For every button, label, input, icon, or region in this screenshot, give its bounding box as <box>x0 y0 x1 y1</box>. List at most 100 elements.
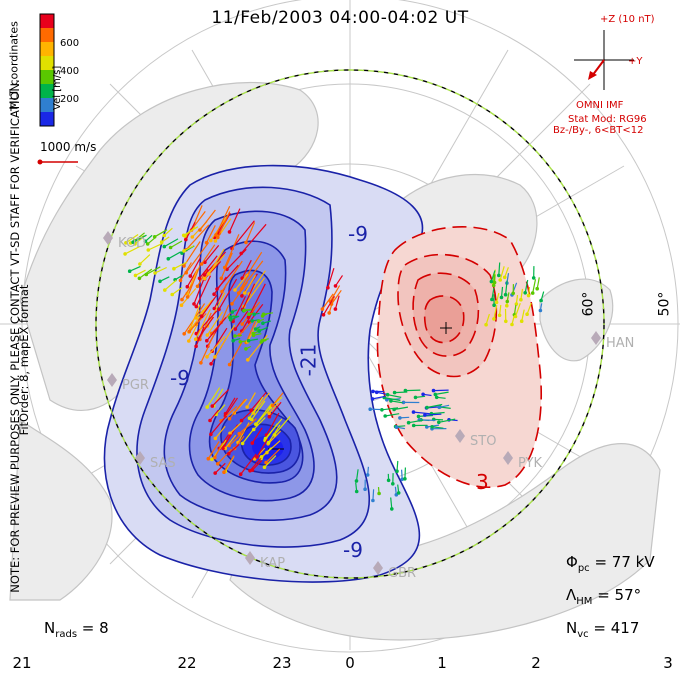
vector-line <box>200 333 215 364</box>
colorbar-segment <box>40 84 54 98</box>
vector-line <box>248 396 264 419</box>
vector-line <box>206 387 221 408</box>
vector-line <box>496 292 500 303</box>
vector-line <box>367 466 369 475</box>
vector-line <box>217 211 231 238</box>
vector-line <box>520 288 524 300</box>
vector-line <box>513 304 517 315</box>
vector-line <box>220 304 230 323</box>
vector-line <box>526 302 532 315</box>
vector-line <box>146 266 161 276</box>
contour-label-4: -9 <box>343 538 363 562</box>
vector-line <box>125 234 139 244</box>
hour-label: 1 <box>437 654 447 672</box>
vector-line <box>384 397 401 402</box>
fit-order-note: FitOrder: 8, mapEX format <box>17 284 31 436</box>
vector-origin <box>413 395 418 400</box>
vector-line <box>199 312 212 340</box>
vector-line <box>164 238 179 248</box>
vector-line <box>238 271 251 294</box>
vector-line <box>321 293 334 310</box>
station-marker <box>107 373 117 387</box>
vector-line <box>224 434 237 449</box>
vector-line <box>241 260 264 289</box>
vector-line <box>226 248 247 270</box>
vector-origin <box>365 473 370 477</box>
vector-line <box>424 413 442 416</box>
imf-model-2: Bz-/By-, 6<BT<12 <box>553 125 644 136</box>
vector-line <box>245 320 256 343</box>
vector-line <box>393 406 409 411</box>
imf-clock-dial <box>574 30 634 90</box>
vector-origin <box>416 414 421 419</box>
vector-line <box>234 334 243 337</box>
station-marker <box>245 551 255 565</box>
vector-line <box>233 338 241 342</box>
vector-line <box>491 287 495 300</box>
vector-line <box>206 311 223 336</box>
vector-origin <box>433 392 438 397</box>
colorbar-tick-200: 200 <box>60 94 80 105</box>
vector-line <box>490 270 496 282</box>
vector-line <box>255 403 273 425</box>
vector-line <box>433 389 449 392</box>
vector-line <box>397 484 400 493</box>
vector-line <box>256 438 269 458</box>
vector-line <box>224 397 236 415</box>
vector-line <box>206 336 226 358</box>
vector-line <box>168 251 182 260</box>
vector-line <box>258 318 265 322</box>
vector-line <box>431 411 445 415</box>
imf-z-label: +Z (10 nT) <box>600 14 655 25</box>
alaska <box>9 418 113 601</box>
vector-line <box>396 460 399 472</box>
vector-origin <box>526 293 531 298</box>
vector-line <box>245 222 256 243</box>
station-label: STO <box>470 434 497 449</box>
vector-line <box>385 413 400 417</box>
vector-line <box>208 248 225 275</box>
hour-label: 2 <box>531 654 541 672</box>
vector-line <box>506 292 510 302</box>
vector-line <box>247 283 266 318</box>
vector-line <box>532 279 537 294</box>
vector-line <box>159 276 170 282</box>
vector-line <box>215 404 226 415</box>
vector-line <box>170 240 183 249</box>
vector-line <box>240 223 267 254</box>
vector-line <box>494 274 496 283</box>
vector-line <box>251 459 263 471</box>
vector-line <box>265 412 280 436</box>
vector-line <box>250 392 267 411</box>
station-label: PYK <box>518 456 543 471</box>
colorbar-segment <box>40 112 54 126</box>
vector-line <box>436 396 446 399</box>
vector-line <box>246 251 263 276</box>
vector-line <box>231 220 255 249</box>
vector-line <box>230 315 239 318</box>
vector-line <box>247 319 260 343</box>
imf-source: OMNI IMF <box>576 100 624 111</box>
vector-line <box>521 309 525 322</box>
reference-vector-label: 1000 m/s <box>40 140 97 154</box>
vector-line <box>539 303 543 311</box>
vector-line <box>173 261 188 270</box>
velocity-vectors <box>123 205 545 511</box>
vector-line <box>394 486 397 495</box>
vector-line <box>404 467 406 479</box>
vector-line <box>246 392 256 408</box>
vector-line <box>148 242 164 251</box>
pos-fill-4 <box>423 295 465 344</box>
vector-line <box>390 497 393 509</box>
vector-line <box>540 291 545 301</box>
vector-line <box>229 341 243 365</box>
vector-line <box>242 428 255 444</box>
vector-line <box>515 294 519 305</box>
vector-line <box>267 430 282 445</box>
colorbar-segment <box>40 56 54 70</box>
vector-line <box>401 469 403 480</box>
vector-line <box>265 418 283 439</box>
vector-line <box>413 411 431 415</box>
vector-line <box>206 317 227 342</box>
vector-line <box>204 245 220 263</box>
